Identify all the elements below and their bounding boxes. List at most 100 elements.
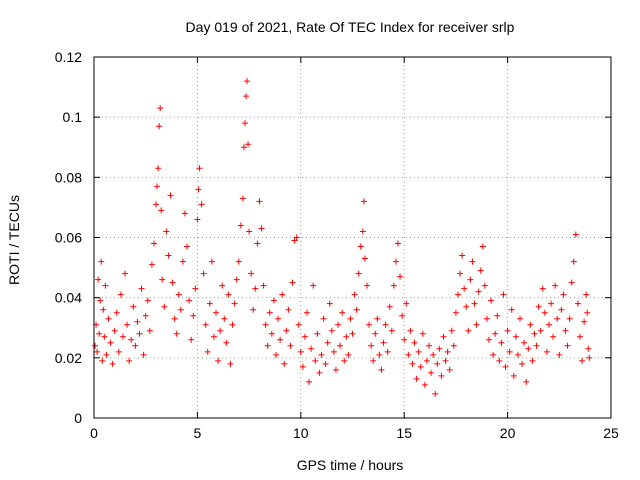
data-point-marker <box>370 357 377 364</box>
data-point-marker <box>195 186 202 193</box>
data-point-marker <box>585 345 592 352</box>
data-point-marker <box>140 351 147 358</box>
x-tick-label: 5 <box>194 425 202 441</box>
data-point-marker <box>184 243 191 250</box>
data-point-marker <box>155 165 162 172</box>
data-point-marker <box>301 333 308 340</box>
data-point-marker <box>210 333 217 340</box>
data-point-marker <box>198 201 205 208</box>
data-point-marker <box>233 276 240 283</box>
data-point-marker <box>337 342 344 349</box>
data-point-marker <box>444 348 451 355</box>
data-point-marker <box>461 285 468 292</box>
axis-ticks: 0 5 10 15 20 25 0 0.02 0.04 0.06 0.08 0.1 0.12 <box>55 49 619 441</box>
data-point-marker <box>488 297 495 304</box>
grid-lines <box>94 57 611 418</box>
data-point-marker <box>355 270 362 277</box>
data-point-marker <box>454 291 461 298</box>
data-point-marker <box>473 321 480 328</box>
data-point-marker <box>179 258 186 265</box>
data-point-marker <box>268 330 275 337</box>
data-point-marker <box>440 333 447 340</box>
data-point-marker <box>359 228 366 235</box>
data-point-marker <box>504 327 511 334</box>
data-point-marker <box>394 240 401 247</box>
data-point-marker <box>279 291 286 298</box>
data-point-marker <box>138 285 145 292</box>
data-point-marker <box>229 321 236 328</box>
data-point-marker <box>194 216 201 223</box>
data-point-marker <box>94 348 101 355</box>
data-point-marker <box>107 339 114 346</box>
data-point-marker <box>134 318 141 325</box>
data-point-marker <box>405 351 412 358</box>
data-point-marker <box>438 372 445 379</box>
data-point-marker <box>442 357 449 364</box>
data-point-marker <box>204 348 211 355</box>
data-point-marker <box>277 336 284 343</box>
data-point-marker <box>421 381 428 388</box>
data-points <box>92 78 593 397</box>
data-point-marker <box>584 309 591 316</box>
data-point-marker <box>576 333 583 340</box>
data-point-marker <box>498 339 505 346</box>
data-point-marker <box>109 360 116 367</box>
data-point-marker <box>535 303 542 310</box>
data-point-marker <box>258 225 265 232</box>
data-point-marker <box>467 276 474 283</box>
data-point-marker <box>525 345 532 352</box>
data-point-marker <box>132 342 139 349</box>
data-point-marker <box>407 327 414 334</box>
data-point-marker <box>252 285 259 292</box>
data-point-marker <box>153 201 160 208</box>
data-point-marker <box>119 333 126 340</box>
data-point-marker <box>130 303 137 310</box>
data-point-marker <box>465 327 472 334</box>
data-point-marker <box>508 306 515 313</box>
data-point-marker <box>521 339 528 346</box>
y-tick-label: 0.1 <box>63 109 83 125</box>
data-point-marker <box>115 348 122 355</box>
data-point-marker <box>574 300 581 307</box>
data-point-marker <box>102 282 109 289</box>
data-point-marker <box>353 306 360 313</box>
data-point-marker <box>397 273 404 280</box>
x-tick-label: 20 <box>500 425 516 441</box>
data-point-marker <box>417 363 424 370</box>
data-point-marker <box>154 183 161 190</box>
data-point-marker <box>95 276 102 283</box>
data-point-marker <box>349 330 356 337</box>
data-point-marker <box>496 357 503 364</box>
data-point-marker <box>295 321 302 328</box>
data-point-marker <box>256 198 263 205</box>
data-point-marker <box>423 357 430 364</box>
data-point-marker <box>171 315 178 322</box>
data-point-marker <box>415 348 422 355</box>
data-point-marker <box>142 312 149 319</box>
data-point-marker <box>450 342 457 349</box>
data-point-marker <box>167 192 174 199</box>
data-point-marker <box>432 390 439 397</box>
data-point-marker <box>372 330 379 337</box>
data-point-marker <box>291 237 298 244</box>
data-point-marker <box>202 321 209 328</box>
data-point-marker <box>126 357 133 364</box>
data-point-marker <box>374 315 381 322</box>
x-tick-label: 15 <box>396 425 412 441</box>
data-point-marker <box>539 285 546 292</box>
data-point-marker <box>161 303 168 310</box>
data-point-marker <box>213 309 220 316</box>
data-point-marker <box>124 321 131 328</box>
data-point-marker <box>100 306 107 313</box>
data-point-marker <box>537 327 544 334</box>
data-point-marker <box>490 351 497 358</box>
data-point-marker <box>306 378 313 385</box>
data-point-marker <box>434 360 441 367</box>
data-point-marker <box>188 336 195 343</box>
y-tick-label: 0.06 <box>55 230 82 246</box>
data-point-marker <box>223 339 230 346</box>
data-point-marker <box>446 366 453 373</box>
data-point-marker <box>517 315 524 322</box>
data-point-marker <box>221 315 228 322</box>
